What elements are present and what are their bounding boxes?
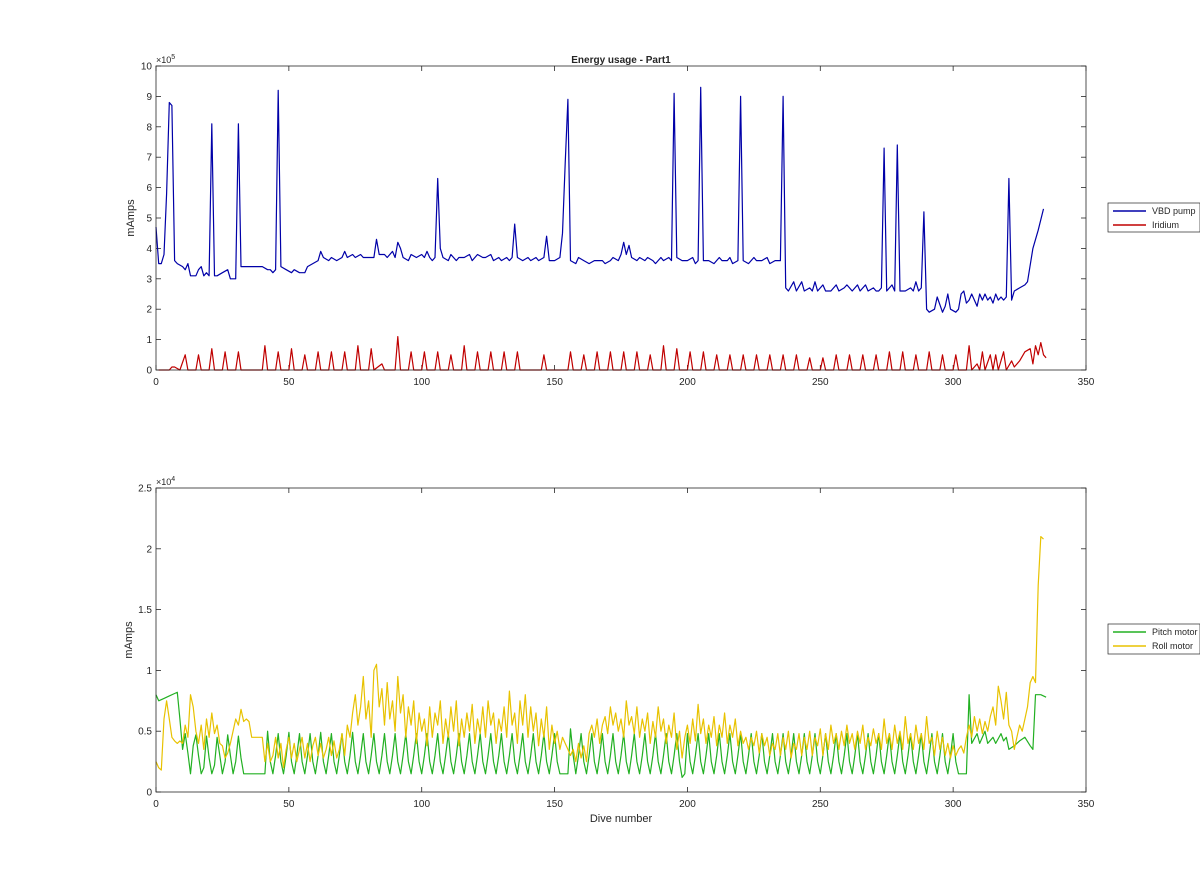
x-tick-label: 350 (1078, 799, 1095, 810)
bottom-y-axis-label: mAmps (123, 621, 135, 659)
top-axes: 0 50 100 150 200 250 300 350 0 1 2 3 4 5 6 7 8 9 10 Energy… (125, 54, 1200, 388)
bottom-exponent-power: 4 (171, 476, 175, 483)
top-tick-labels: 0 50 100 150 200 250 300 350 0 1 2 3 4 5 6 7 8 9 10 (141, 62, 1095, 389)
x-tick-label: 200 (679, 799, 696, 810)
legend-label-iridium: Iridium (1152, 220, 1179, 230)
x-tick-label: 150 (546, 799, 563, 810)
y-tick-label: 1 (146, 335, 152, 346)
y-tick-label: 5 (146, 214, 152, 225)
x-tick-label: 100 (413, 377, 430, 388)
x-tick-label: 0 (153, 377, 159, 388)
y-tick-label: 0 (146, 788, 152, 799)
y-tick-label: 2 (146, 305, 152, 316)
top-chart-title: Energy usage - Part1 (571, 55, 671, 66)
x-tick-label: 250 (812, 799, 829, 810)
x-tick-label: 350 (1078, 377, 1095, 388)
x-tick-label: 150 (546, 377, 563, 388)
x-tick-label: 50 (283, 799, 295, 810)
top-axes-frame (155, 65, 1087, 371)
x-tick-label: 300 (945, 799, 962, 810)
y-tick-label: 2 (146, 544, 152, 555)
x-tick-label: 250 (812, 377, 829, 388)
legend-label-vbd-pump: VBD pump (1152, 206, 1196, 216)
series-line-roll-motor (155, 536, 1044, 771)
y-tick-label: 7 (146, 153, 152, 164)
x-tick-label: 200 (679, 377, 696, 388)
bottom-exponent-base-icon: × (156, 477, 161, 487)
y-tick-label: 4 (146, 244, 152, 255)
bottom-axes-frame (155, 487, 1087, 793)
legend-label-pitch-motor: Pitch motor (1152, 627, 1198, 637)
bottom-x-axis-label: Dive number (590, 813, 653, 825)
x-tick-label: 300 (945, 377, 962, 388)
y-tick-label: 8 (146, 122, 152, 133)
top-y-axis-label: mAmps (125, 199, 137, 237)
bottom-tick-labels: 0 50 100 150 200 250 300 350 0 0.5 1 1.5 2 2.5 (138, 484, 1095, 811)
x-tick-label: 100 (413, 799, 430, 810)
legend-label-roll-motor: Roll motor (1152, 641, 1193, 651)
y-tick-label: 1.5 (138, 605, 152, 616)
y-tick-label: 9 (146, 92, 152, 103)
top-legend-box (1107, 202, 1200, 233)
series-line-pitch-motor (155, 691, 1047, 778)
top-y-exponent: ×105 (156, 54, 175, 65)
top-plot-area (156, 66, 1086, 370)
bottom-series-layer (155, 536, 1047, 778)
bottom-y-exponent: ×104 (156, 476, 175, 487)
top-exponent-base-icon: × (156, 55, 161, 65)
series-line-vbd-pump (155, 86, 1045, 313)
y-tick-label: 0.5 (138, 727, 152, 738)
bottom-plot-area (156, 488, 1086, 792)
y-tick-label: 1 (146, 666, 152, 677)
bottom-legend-box (1107, 623, 1200, 655)
y-tick-label: 3 (146, 274, 152, 285)
bottom-axes: 0 50 100 150 200 250 300 350 0 0.5 1 1.5 2 2.5 Dive n… (123, 476, 1200, 825)
top-exponent-base: 10 (161, 55, 171, 65)
y-tick-label: 0 (146, 366, 152, 377)
x-tick-label: 50 (283, 377, 295, 388)
y-tick-label: 10 (141, 62, 153, 73)
bottom-legend: Pitch motor Roll motor (1107, 623, 1200, 655)
y-tick-label: 2.5 (138, 484, 152, 495)
bottom-exponent-base: 10 (161, 477, 171, 487)
top-exponent-power: 5 (171, 54, 175, 61)
top-legend: VBD pump Iridium (1107, 202, 1200, 233)
x-tick-label: 0 (153, 799, 159, 810)
y-tick-label: 6 (146, 183, 152, 194)
